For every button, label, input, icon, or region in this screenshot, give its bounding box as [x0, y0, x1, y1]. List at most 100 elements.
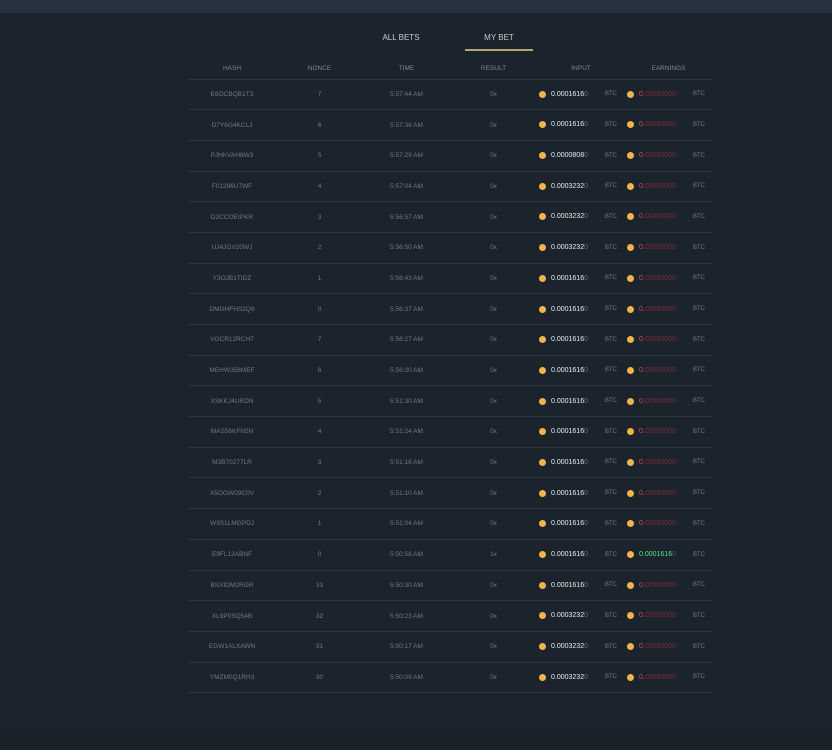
nonce: 7	[276, 324, 363, 356]
input-amount-main: 0.0001616	[551, 366, 585, 374]
earnings-amount-trailing: 00000000	[644, 397, 676, 405]
time: 5:50:58 AM	[363, 539, 450, 571]
nonce: 6	[276, 355, 363, 387]
tab-all-bets[interactable]: ALL BETS	[382, 33, 420, 42]
hash[interactable]: MAS56KFN5N	[188, 416, 276, 448]
nonce: 1	[276, 263, 363, 295]
time: 5:56:43 AM	[363, 263, 450, 295]
earnings-cell: 0.00000000 BTC	[625, 263, 712, 295]
input-amount-main: 0.0001616	[551, 458, 585, 466]
table-row: MEHW358MEF 6 5:56:20 AM 0x 0.00016160 BTC…	[188, 355, 712, 387]
earnings-amount-main: 0.	[639, 428, 645, 436]
nonce: 0	[276, 293, 363, 325]
earnings-cell: 0.00000000 BTC	[625, 79, 712, 111]
hash[interactable]: MEHW358MEF	[188, 355, 276, 387]
table-row: UJ4JGV20WJ 2 5:56:50 AM 0x 0.00032320 BTC…	[188, 232, 712, 264]
hash[interactable]: XL9P0SQ54B	[188, 600, 276, 632]
hash[interactable]: X5OGW09C0V	[188, 477, 276, 510]
input-amount-main: 0.0001616	[551, 397, 585, 405]
time: 5:50:23 AM	[363, 600, 450, 632]
earnings-amount-main: 0.	[639, 458, 645, 466]
hash[interactable]: BSXIDM2RGR	[188, 570, 276, 602]
earnings-amount-trailing: 00000000	[644, 489, 676, 497]
top-bar	[0, 0, 832, 13]
hash[interactable]: DMGHFHS2Q9	[188, 293, 276, 325]
currency-label: BTC	[605, 244, 617, 251]
hash[interactable]: VGCR12RCH7	[188, 324, 276, 356]
earnings-amount: 0.00000000	[639, 306, 687, 313]
nonce: 32	[276, 600, 363, 632]
coin-icon	[539, 428, 546, 436]
earnings-cell: 0.00000000 BTC	[625, 324, 712, 356]
hash[interactable]: XSKKJ4URDN	[188, 385, 276, 418]
earnings-amount-main: 0.	[639, 305, 645, 313]
earnings-amount-trailing: 00000000	[644, 121, 676, 129]
hash[interactable]: W3S1LMGPDJ	[188, 508, 276, 540]
input-amount-main: 0.0003232	[551, 213, 585, 221]
hash[interactable]: UJ4JGV20WJ	[188, 232, 276, 264]
hash[interactable]: PJHKVAH8W3	[188, 140, 276, 172]
earnings-amount-main: 0.	[639, 213, 645, 221]
result: 0x	[450, 109, 537, 141]
coin-icon	[539, 673, 546, 681]
currency-label: BTC	[605, 275, 617, 282]
coin-icon	[627, 520, 634, 528]
bet-tabs: ALL BETS MY BET	[0, 28, 832, 52]
coin-icon	[539, 366, 546, 374]
hash[interactable]: YMZM0Q1RH3	[188, 662, 276, 694]
earnings-amount: 0.00000000	[639, 121, 687, 128]
hash[interactable]: M3B70277LR	[188, 447, 276, 479]
earnings-amount-main: 0.	[639, 366, 645, 374]
input-amount-main: 0.0001616	[551, 336, 585, 344]
time: 5:56:57 AM	[363, 201, 450, 233]
hash[interactable]: Y3OJB1TIDZ	[188, 263, 276, 295]
tab-my-bet[interactable]: MY BET	[465, 28, 533, 51]
hash[interactable]: EGW1ALXAWN	[188, 631, 276, 663]
nonce: 3	[276, 447, 363, 479]
bets-table: HASH NONCE TIME RESULT INPUT EARNINGS E6…	[188, 58, 712, 694]
input-amount-trailing: 0	[584, 152, 588, 160]
currency-label: BTC	[605, 551, 617, 558]
earnings-amount-main: 0.	[639, 397, 645, 405]
time: 5:51:10 AM	[363, 477, 450, 510]
earnings-amount: 0.00000000	[639, 244, 687, 251]
hash[interactable]: E9FL13ABNF	[188, 539, 276, 571]
earnings-cell: 0.00000000 BTC	[625, 385, 712, 418]
earnings-amount: 0.00000000	[639, 91, 687, 98]
earnings-amount: 0.00016160	[639, 551, 687, 558]
earnings-amount: 0.00000000	[639, 367, 687, 374]
table-row: EGW1ALXAWN 31 5:50:17 AM 0x 0.00032320 BT…	[188, 631, 712, 663]
earnings-amount: 0.00000000	[639, 612, 687, 619]
hash[interactable]: D2CCOEIPKR	[188, 201, 276, 233]
currency-label: BTC	[605, 612, 617, 619]
input-amount-trailing: 0	[584, 121, 588, 129]
earnings-amount: 0.00000000	[639, 183, 687, 190]
input-amount-main: 0.0001616	[551, 489, 585, 497]
coin-icon	[539, 551, 546, 559]
earnings-amount-main: 0.	[639, 520, 645, 528]
time: 5:57:44 AM	[363, 79, 450, 111]
nonce: 33	[276, 570, 363, 602]
currency-label: BTC	[693, 244, 705, 251]
earnings-cell: 0.00000000 BTC	[625, 600, 712, 632]
earnings-amount-main: 0.	[639, 581, 645, 589]
hash[interactable]: F01296U7WF	[188, 171, 276, 203]
currency-label: BTC	[693, 490, 705, 497]
currency-label: BTC	[693, 459, 705, 466]
coin-icon	[627, 90, 634, 98]
earnings-amount-main: 0.	[639, 152, 645, 160]
time: 5:51:18 AM	[363, 447, 450, 479]
coin-icon	[627, 673, 634, 681]
input-amount: 0.00008080	[551, 152, 599, 159]
currency-label: BTC	[693, 643, 705, 650]
currency-label: BTC	[693, 121, 705, 128]
earnings-amount-trailing: 00000000	[644, 336, 676, 344]
time: 5:50:09 AM	[363, 662, 450, 694]
result: 0x	[450, 355, 537, 387]
currency-label: BTC	[693, 428, 705, 435]
input-cell: 0.00016160 BTC	[537, 539, 625, 571]
hash[interactable]: E6OCBQB1T3	[188, 79, 276, 111]
currency-label: BTC	[693, 551, 705, 558]
input-amount-trailing: 0	[584, 182, 588, 190]
hash[interactable]: D7Y6G4KCLJ	[188, 109, 276, 141]
